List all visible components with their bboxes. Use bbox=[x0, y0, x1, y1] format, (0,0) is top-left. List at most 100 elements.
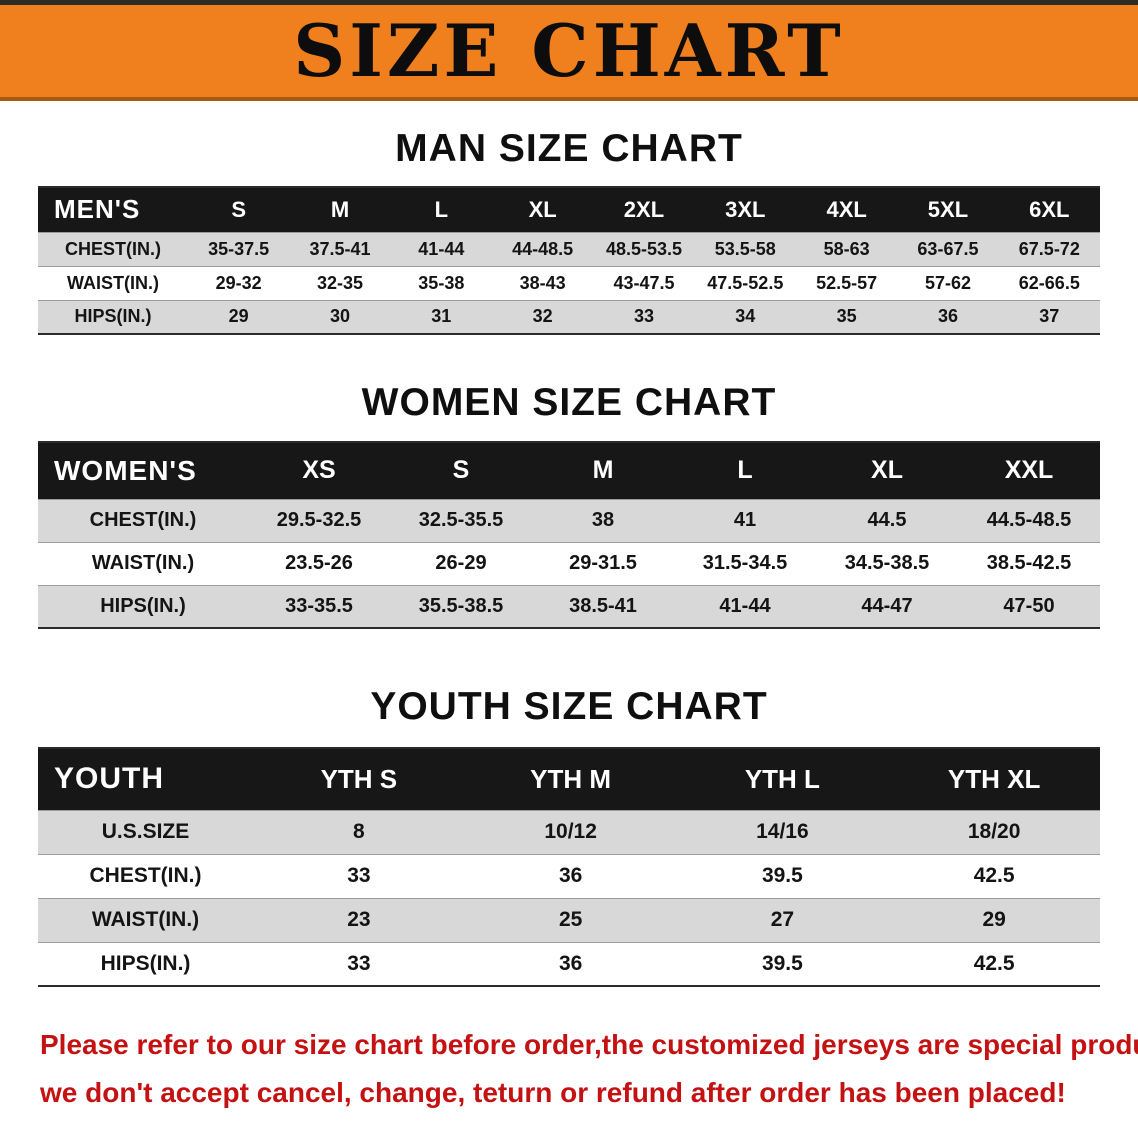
size-value: 32 bbox=[491, 300, 594, 334]
men-col-header: XL bbox=[491, 187, 594, 232]
size-value: 31.5-34.5 bbox=[674, 542, 816, 585]
row-label: CHEST(IN.) bbox=[38, 854, 253, 898]
women-col-header: S bbox=[390, 442, 532, 499]
size-value: 41 bbox=[674, 499, 816, 542]
women-size-table: WOMEN'S XS S M L XL XXL CHEST(IN.) 29.5-… bbox=[38, 441, 1100, 629]
size-value: 35 bbox=[795, 300, 898, 334]
size-value: 62-66.5 bbox=[998, 266, 1100, 300]
table-row: WAIST(IN.) 29-32 32-35 35-38 38-43 43-47… bbox=[38, 266, 1100, 300]
women-header-row: WOMEN'S XS S M L XL XXL bbox=[38, 442, 1100, 499]
youth-table-title: YOUTH bbox=[38, 748, 253, 810]
disclaimer-line-1: Please refer to our size chart before or… bbox=[40, 1029, 1138, 1060]
size-value: 63-67.5 bbox=[897, 232, 999, 266]
row-label: CHEST(IN.) bbox=[38, 232, 188, 266]
men-col-header: S bbox=[188, 187, 290, 232]
size-value: 32.5-35.5 bbox=[390, 499, 532, 542]
size-value: 38.5-42.5 bbox=[958, 542, 1100, 585]
table-row: CHEST(IN.) 33 36 39.5 42.5 bbox=[38, 854, 1100, 898]
men-section: MAN SIZE CHART MEN'S S M L XL 2XL 3XL 4X… bbox=[0, 127, 1138, 335]
row-label: WAIST(IN.) bbox=[38, 898, 253, 942]
women-col-header: XXL bbox=[958, 442, 1100, 499]
size-value: 35-37.5 bbox=[188, 232, 290, 266]
size-value: 23 bbox=[253, 898, 465, 942]
row-label: U.S.SIZE bbox=[38, 810, 253, 854]
disclaimer-line-2: we don't accept cancel, change, teturn o… bbox=[40, 1077, 1066, 1108]
banner: SIZE CHART bbox=[0, 0, 1138, 101]
men-col-header: 4XL bbox=[795, 187, 898, 232]
size-value: 37 bbox=[998, 300, 1100, 334]
table-row: CHEST(IN.) 29.5-32.5 32.5-35.5 38 41 44.… bbox=[38, 499, 1100, 542]
men-section-heading: MAN SIZE CHART bbox=[395, 127, 743, 170]
size-value: 36 bbox=[464, 942, 677, 986]
table-row: WAIST(IN.) 23.5-26 26-29 29-31.5 31.5-34… bbox=[38, 542, 1100, 585]
size-value: 39.5 bbox=[676, 942, 889, 986]
size-value: 34 bbox=[694, 300, 796, 334]
youth-col-header: YTH S bbox=[253, 748, 465, 810]
size-value: 31 bbox=[390, 300, 492, 334]
size-value: 33 bbox=[593, 300, 695, 334]
disclaimer-note: Please refer to our size chart before or… bbox=[40, 1021, 1138, 1117]
size-value: 53.5-58 bbox=[694, 232, 796, 266]
table-row: CHEST(IN.) 35-37.5 37.5-41 41-44 44-48.5… bbox=[38, 232, 1100, 266]
size-value: 34.5-38.5 bbox=[816, 542, 958, 585]
women-col-header: M bbox=[532, 442, 674, 499]
size-value: 43-47.5 bbox=[593, 266, 695, 300]
size-value: 30 bbox=[289, 300, 391, 334]
size-value: 29-32 bbox=[188, 266, 290, 300]
size-value: 25 bbox=[464, 898, 677, 942]
youth-size-table: YOUTH YTH S YTH M YTH L YTH XL U.S.SIZE … bbox=[38, 747, 1100, 987]
row-label: WAIST(IN.) bbox=[38, 266, 188, 300]
size-value: 52.5-57 bbox=[795, 266, 898, 300]
men-col-header: 6XL bbox=[998, 187, 1100, 232]
size-value: 33 bbox=[253, 854, 465, 898]
size-value: 36 bbox=[897, 300, 999, 334]
size-value: 37.5-41 bbox=[289, 232, 391, 266]
size-value: 44.5 bbox=[816, 499, 958, 542]
size-value: 29-31.5 bbox=[532, 542, 674, 585]
row-label: CHEST(IN.) bbox=[38, 499, 248, 542]
youth-header-row: YOUTH YTH S YTH M YTH L YTH XL bbox=[38, 748, 1100, 810]
women-col-header: XS bbox=[248, 442, 390, 499]
size-value: 42.5 bbox=[888, 942, 1100, 986]
size-value: 44.5-48.5 bbox=[958, 499, 1100, 542]
size-value: 48.5-53.5 bbox=[593, 232, 695, 266]
youth-col-header: YTH L bbox=[676, 748, 889, 810]
size-value: 33-35.5 bbox=[248, 585, 390, 628]
size-value: 26-29 bbox=[390, 542, 532, 585]
men-table-title: MEN'S bbox=[38, 187, 188, 232]
women-col-header: L bbox=[674, 442, 816, 499]
size-value: 14/16 bbox=[676, 810, 889, 854]
size-value: 29 bbox=[188, 300, 290, 334]
size-value: 29 bbox=[888, 898, 1100, 942]
youth-section-heading: YOUTH SIZE CHART bbox=[370, 685, 768, 728]
size-value: 44-47 bbox=[816, 585, 958, 628]
table-row: U.S.SIZE 8 10/12 14/16 18/20 bbox=[38, 810, 1100, 854]
table-row: HIPS(IN.) 29 30 31 32 33 34 35 36 37 bbox=[38, 300, 1100, 334]
size-value: 38.5-41 bbox=[532, 585, 674, 628]
row-label: HIPS(IN.) bbox=[38, 942, 253, 986]
size-value: 38 bbox=[532, 499, 674, 542]
men-col-header: 3XL bbox=[694, 187, 796, 232]
size-value: 35-38 bbox=[390, 266, 492, 300]
size-value: 41-44 bbox=[674, 585, 816, 628]
women-section: WOMEN SIZE CHART WOMEN'S XS S M L XL XXL… bbox=[0, 381, 1138, 629]
women-section-heading: WOMEN SIZE CHART bbox=[361, 381, 777, 424]
size-value: 38-43 bbox=[491, 266, 594, 300]
size-value: 27 bbox=[676, 898, 889, 942]
table-row: HIPS(IN.) 33-35.5 35.5-38.5 38.5-41 41-4… bbox=[38, 585, 1100, 628]
size-value: 41-44 bbox=[390, 232, 492, 266]
youth-col-header: YTH M bbox=[464, 748, 677, 810]
row-label: WAIST(IN.) bbox=[38, 542, 248, 585]
size-value: 32-35 bbox=[289, 266, 391, 300]
size-value: 67.5-72 bbox=[998, 232, 1100, 266]
size-value: 18/20 bbox=[888, 810, 1100, 854]
size-value: 23.5-26 bbox=[248, 542, 390, 585]
size-value: 47.5-52.5 bbox=[694, 266, 796, 300]
youth-col-header: YTH XL bbox=[888, 748, 1100, 810]
men-col-header: M bbox=[289, 187, 391, 232]
size-value: 39.5 bbox=[676, 854, 889, 898]
women-table-title: WOMEN'S bbox=[38, 442, 248, 499]
size-value: 36 bbox=[464, 854, 677, 898]
table-row: HIPS(IN.) 33 36 39.5 42.5 bbox=[38, 942, 1100, 986]
size-value: 57-62 bbox=[897, 266, 999, 300]
